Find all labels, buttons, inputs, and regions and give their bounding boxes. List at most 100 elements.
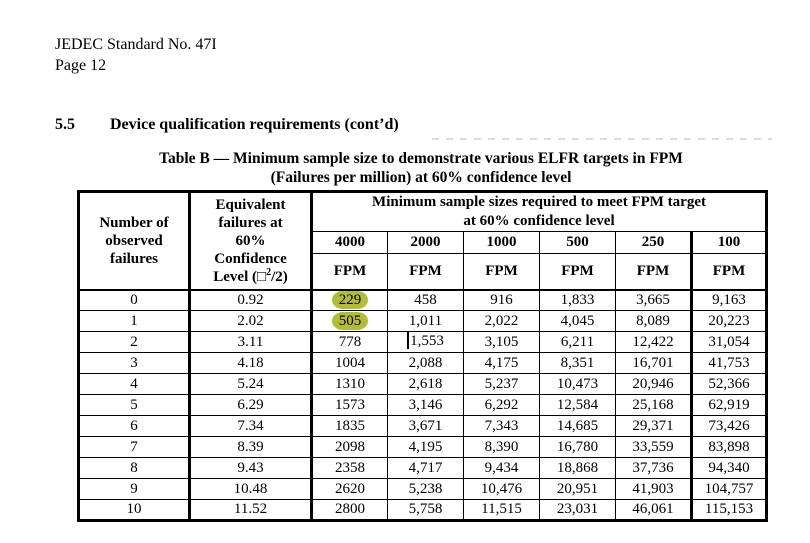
- table-cell: 4,175: [463, 352, 540, 374]
- table-cell: 505: [311, 310, 388, 332]
- col-header-line: failures at: [218, 214, 283, 231]
- table-row: 8 9.43 2358 4,717 9,434 18,868 37,736 94,340: [78, 457, 768, 479]
- table-row: 3 4.18 1004 2,088 4,175 8,351 16,701 41,753: [78, 352, 768, 374]
- table-cell: 16,701: [615, 352, 692, 374]
- table-cell: 23,031: [539, 499, 616, 521]
- table-cell: 5,237: [463, 373, 540, 395]
- fpm-target-100: 100: [689, 231, 768, 254]
- table-cell: 10,476: [463, 478, 540, 500]
- fpm-target-4000: 4000: [311, 231, 388, 254]
- table-row: 10 11.52 2800 5,758 11,515 23,031 46,061 115,15…: [78, 499, 768, 521]
- table-cell: 10,473: [539, 373, 616, 395]
- table-cell: 41,903: [615, 478, 692, 500]
- table-row: 4 5.24 1310 2,618 5,237 10,473 20,946 52,366: [78, 373, 768, 395]
- table-row: 9 10.48 2620 5,238 10,476 20,951 41,903 104,757: [78, 478, 768, 500]
- col-header-line: observed: [105, 232, 163, 249]
- col-header-observed-failures: Number of observed failures: [78, 191, 191, 291]
- table-cell: 2358: [311, 457, 388, 479]
- table-cell: 12,422: [615, 331, 692, 353]
- table-cell: 229: [311, 289, 388, 311]
- doc-standard-number: JEDEC Standard No. 47I: [55, 36, 217, 53]
- table-cell: 7,343: [463, 415, 540, 437]
- table-cell: 778: [311, 331, 388, 353]
- table-cell: 5: [78, 394, 191, 416]
- table-cell: 94,340: [689, 457, 768, 479]
- table-cell: 83,898: [689, 436, 768, 458]
- table-cell: 11,515: [463, 499, 540, 521]
- table-cell: 12,584: [539, 394, 616, 416]
- table-cell: 9,434: [463, 457, 540, 479]
- table-cell: 9.43: [189, 457, 313, 479]
- table-cell: 25,168: [615, 394, 692, 416]
- fpm-unit-label: FPM: [387, 253, 464, 291]
- table-cell: 6: [78, 415, 191, 437]
- table-row: 0 0.92 229 458 916 1,833 3,665 9,163: [78, 289, 768, 311]
- section-title: Device qualification requirements (cont’…: [110, 116, 399, 133]
- table-cell: 4,045: [539, 310, 616, 332]
- highlight-mark: 229: [331, 291, 369, 310]
- table-cell: 4,717: [387, 457, 464, 479]
- table-cell: 5.24: [189, 373, 313, 395]
- table-caption-line1: Table B — Minimum sample size to demonst…: [159, 150, 683, 167]
- table-caption: Table B — Minimum sample size to demonst…: [77, 149, 765, 187]
- table-cell: 6.29: [189, 394, 313, 416]
- fpm-target-2000: 2000: [387, 231, 464, 254]
- doc-page-number: Page 12: [55, 57, 107, 74]
- table-cell: 20,946: [615, 373, 692, 395]
- table-cell: 5,758: [387, 499, 464, 521]
- table-cell: 2800: [311, 499, 388, 521]
- table-cell: 6,292: [463, 394, 540, 416]
- table-cell: 2,088: [387, 352, 464, 374]
- table-cell: 46,061: [615, 499, 692, 521]
- fpm-target-500: 500: [539, 231, 616, 254]
- table-cell: 8: [78, 457, 191, 479]
- table-cell: 2,618: [387, 373, 464, 395]
- table-cell: 3,671: [387, 415, 464, 437]
- section-number: 5.5: [55, 116, 75, 133]
- col-header-line: Confidence: [214, 250, 287, 267]
- table-cell: 3,665: [615, 289, 692, 311]
- table-cell: 1835: [311, 415, 388, 437]
- table-cell: 6,211: [539, 331, 616, 353]
- table-cell: 8,089: [615, 310, 692, 332]
- sample-size-table: Number of observed failures Equivalent f…: [77, 190, 769, 522]
- fpm-unit-label: FPM: [615, 253, 692, 291]
- table-row: 1 2.02 505 1,011 2,022 4,045 8,089 20,223: [78, 310, 768, 332]
- table-cell: 0: [78, 289, 191, 311]
- table-row: 6 7.34 1835 3,671 7,343 14,685 29,371 73,426: [78, 415, 768, 437]
- document-header: JEDEC Standard No. 47I Page 12: [55, 34, 217, 76]
- table-cell: 9,163: [689, 289, 768, 311]
- fpm-unit-row: FPM FPM FPM FPM FPM FPM: [79, 253, 768, 291]
- table-cell: 3: [78, 352, 191, 374]
- table-cell: 916: [463, 289, 540, 311]
- table-cell: 2.02: [189, 310, 313, 332]
- table-cell: 3.11: [189, 331, 313, 353]
- table-caption-line2: (Failures per million) at 60% confidence…: [270, 169, 572, 186]
- fpm-unit-label: FPM: [539, 253, 616, 291]
- table-cell: 73,426: [689, 415, 768, 437]
- scan-artifact: [432, 138, 772, 140]
- table-cell: 2: [78, 331, 191, 353]
- group-header-line1: Minimum sample sizes required to meet FP…: [372, 194, 706, 210]
- col-header-line: failures: [109, 250, 159, 267]
- table-cell: 37,736: [615, 457, 692, 479]
- table-cell: 3,105: [463, 331, 540, 353]
- table-cell: 52,366: [689, 373, 768, 395]
- table-cell: 458: [387, 289, 464, 311]
- table-row: 5 6.29 1573 3,146 6,292 12,584 25,168 62,919: [78, 394, 768, 416]
- table-cell: 10: [78, 499, 191, 521]
- group-header: Minimum sample sizes required to meet FP…: [310, 191, 768, 232]
- col-header-line: Equivalent: [215, 196, 286, 213]
- table-cell: 29,371: [615, 415, 692, 437]
- fpm-unit-label: FPM: [311, 253, 388, 291]
- table-cell: 115,153: [689, 499, 768, 521]
- text-cursor: [407, 332, 410, 349]
- confidence-formula: Level (□2/2): [213, 266, 288, 285]
- table-cell: 5,238: [387, 478, 464, 500]
- table-cell: 8.39: [189, 436, 313, 458]
- section-heading: 5.5 Device qualification requirements (c…: [55, 116, 399, 134]
- table-row: 7 8.39 2098 4,195 8,390 16,780 33,559 83,898: [78, 436, 768, 458]
- col-header-equivalent-failures: Equivalent failures at 60% Confidence Le…: [189, 191, 313, 291]
- table-cell: 4,195: [387, 436, 464, 458]
- table-cell: 2,022: [463, 310, 540, 332]
